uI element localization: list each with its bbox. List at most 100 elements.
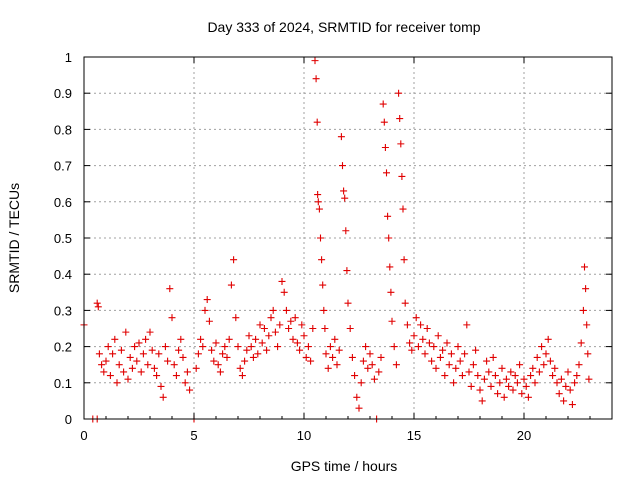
data-point — [326, 343, 334, 351]
data-point — [179, 353, 187, 361]
data-point — [223, 353, 231, 361]
data-point — [564, 368, 572, 376]
data-point — [344, 299, 352, 307]
data-point — [403, 321, 411, 329]
data-point — [355, 404, 363, 412]
data-point — [500, 393, 508, 401]
y-tick-label: 0.7 — [54, 159, 72, 174]
data-point — [531, 379, 539, 387]
x-tick-label: 5 — [190, 428, 197, 443]
data-point — [581, 263, 588, 271]
data-point — [142, 335, 150, 343]
data-point — [177, 335, 185, 343]
data-point — [126, 353, 134, 361]
data-point — [170, 361, 178, 369]
data-point — [249, 353, 257, 361]
plot-frame — [83, 56, 613, 420]
y-axis-label: SRMTID / TECUs — [6, 183, 22, 293]
data-point — [106, 372, 114, 380]
data-point — [498, 364, 506, 372]
data-point — [357, 379, 365, 387]
x-axis-label: GPS time / hours — [291, 458, 398, 474]
data-point — [491, 372, 499, 380]
data-point — [289, 335, 297, 343]
data-point — [450, 379, 458, 387]
y-tick-label: 1 — [65, 50, 72, 65]
data-point — [368, 361, 376, 369]
data-point — [341, 194, 349, 202]
data-point — [346, 325, 354, 332]
data-point — [480, 375, 488, 383]
y-tick-label: 0.1 — [54, 376, 72, 391]
data-point — [520, 375, 528, 383]
data-point — [311, 57, 319, 65]
data-point — [113, 379, 121, 387]
data-point — [135, 339, 143, 347]
data-point — [423, 325, 431, 332]
data-point — [494, 390, 502, 398]
data-point — [247, 343, 255, 351]
data-point — [542, 350, 550, 358]
data-point — [234, 343, 242, 351]
data-point — [549, 372, 557, 380]
data-point — [260, 325, 268, 332]
data-point — [271, 328, 279, 336]
data-point — [456, 357, 464, 365]
data-point — [258, 339, 266, 347]
y-tick-label: 0.9 — [54, 86, 72, 101]
data-point — [383, 169, 390, 177]
data-point — [137, 368, 145, 376]
data-point — [111, 335, 119, 343]
grid-lines — [84, 57, 612, 419]
data-point — [183, 368, 191, 376]
data-point — [507, 368, 515, 376]
data-point — [333, 361, 341, 369]
data-point — [161, 343, 169, 351]
x-tick-label: 0 — [80, 428, 87, 443]
y-tick-label: 0.3 — [54, 303, 72, 318]
data-point — [232, 314, 240, 322]
data-point — [115, 361, 123, 369]
data-point — [412, 314, 420, 322]
data-point — [342, 227, 350, 235]
data-point — [314, 191, 322, 199]
data-point — [175, 346, 183, 354]
data-point — [304, 343, 312, 351]
data-point — [236, 364, 244, 372]
data-point — [395, 89, 403, 97]
data-point — [117, 346, 125, 354]
data-point — [487, 382, 495, 390]
data-point — [560, 397, 568, 405]
data-point — [318, 256, 326, 264]
data-point — [524, 393, 532, 401]
data-point — [469, 361, 477, 369]
data-point — [282, 306, 290, 314]
data-point — [417, 321, 425, 329]
data-point — [214, 361, 222, 369]
x-tick-label: 10 — [297, 428, 311, 443]
data-point — [302, 353, 310, 361]
data-point — [287, 317, 295, 325]
data-point — [568, 401, 576, 409]
data-point — [120, 368, 128, 376]
data-point — [538, 343, 546, 351]
data-point — [489, 353, 497, 361]
data-point — [474, 372, 482, 380]
data-point — [359, 357, 367, 365]
data-point — [502, 375, 510, 383]
data-point — [139, 350, 147, 358]
data-point — [243, 346, 251, 354]
data-point — [100, 368, 108, 376]
data-point — [397, 140, 405, 148]
data-point — [522, 382, 530, 390]
data-point — [425, 339, 433, 347]
data-point — [399, 205, 407, 213]
data-point — [505, 382, 513, 390]
data-points — [80, 57, 593, 423]
data-point — [396, 115, 404, 123]
data-point — [553, 379, 561, 387]
data-point — [430, 343, 438, 351]
data-point — [186, 386, 194, 394]
data-point — [309, 325, 317, 332]
